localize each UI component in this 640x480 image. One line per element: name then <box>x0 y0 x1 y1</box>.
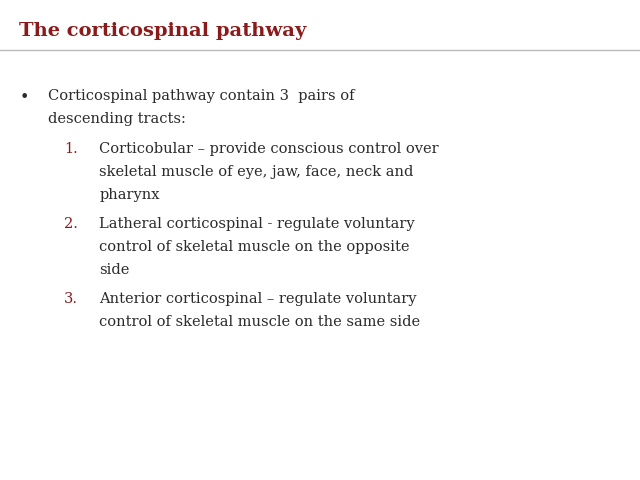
Text: control of skeletal muscle on the opposite: control of skeletal muscle on the opposi… <box>99 240 410 254</box>
Text: 3.: 3. <box>64 291 78 306</box>
Text: Latheral corticospinal - regulate voluntary: Latheral corticospinal - regulate volunt… <box>99 216 415 231</box>
Text: Corticobular – provide conscious control over: Corticobular – provide conscious control… <box>99 142 439 156</box>
Text: 1.: 1. <box>64 142 77 156</box>
Text: pharynx: pharynx <box>99 188 160 202</box>
Text: •: • <box>19 89 29 106</box>
Text: Corticospinal pathway contain 3  pairs of: Corticospinal pathway contain 3 pairs of <box>48 89 355 103</box>
Text: 2.: 2. <box>64 216 78 231</box>
Text: control of skeletal muscle on the same side: control of skeletal muscle on the same s… <box>99 314 420 329</box>
Text: side: side <box>99 263 129 277</box>
Text: Anterior corticospinal – regulate voluntary: Anterior corticospinal – regulate volunt… <box>99 291 417 306</box>
Text: The corticospinal pathway: The corticospinal pathway <box>19 22 307 40</box>
Text: skeletal muscle of eye, jaw, face, neck and: skeletal muscle of eye, jaw, face, neck … <box>99 165 413 179</box>
Text: descending tracts:: descending tracts: <box>48 112 186 126</box>
